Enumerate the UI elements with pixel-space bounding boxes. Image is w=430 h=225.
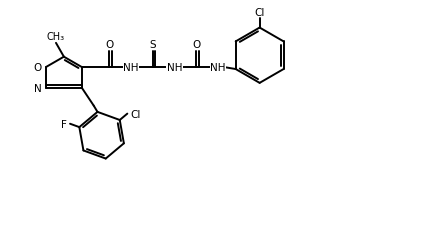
Text: NH: NH: [210, 63, 226, 73]
Text: NH: NH: [123, 63, 139, 73]
Text: CH₃: CH₃: [47, 32, 65, 42]
Text: F: F: [61, 119, 67, 129]
Text: Cl: Cl: [255, 8, 265, 18]
Text: NH: NH: [167, 63, 182, 73]
Text: O: O: [34, 63, 42, 73]
Text: S: S: [150, 40, 156, 50]
Text: Cl: Cl: [130, 109, 141, 119]
Text: N: N: [34, 83, 42, 93]
Text: O: O: [192, 40, 200, 50]
Text: O: O: [105, 40, 114, 50]
